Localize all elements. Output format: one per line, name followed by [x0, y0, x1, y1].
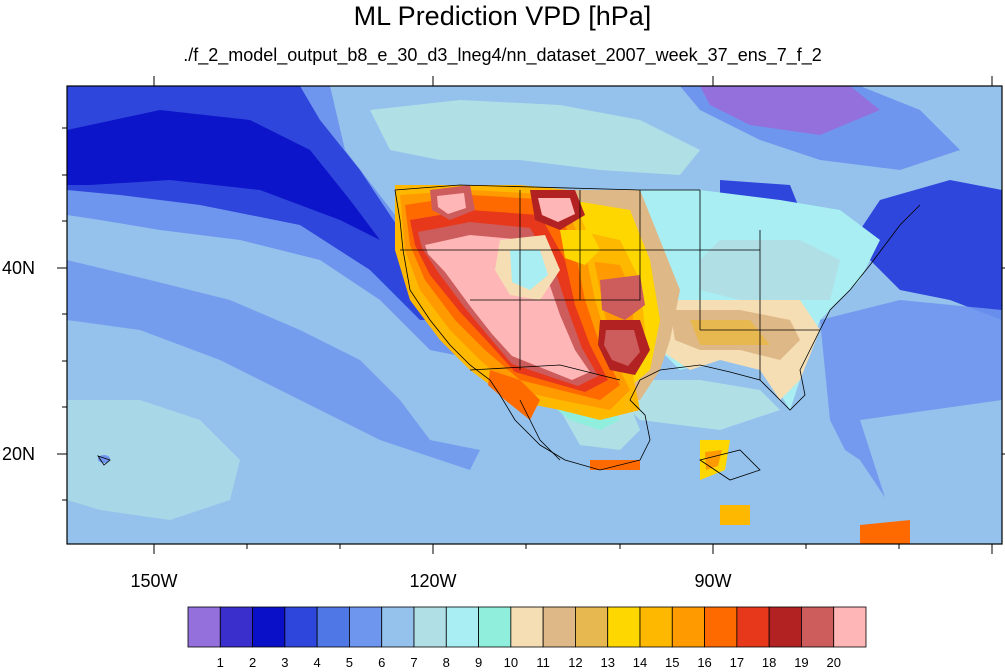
- colorbar-swatch: [252, 606, 286, 648]
- colorbar-swatch: [478, 606, 512, 648]
- colorbar-swatch: [671, 606, 705, 648]
- colorbar-swatch: [349, 606, 383, 648]
- colorbar-swatch: [736, 606, 770, 648]
- map-subtitle: ./f_2_model_output_b8_e_30_d3_lneg4/nn_d…: [183, 45, 822, 65]
- colorbar-swatch: [381, 606, 415, 648]
- colorbar-swatch: [413, 606, 447, 648]
- colorbar-label: 4: [313, 655, 321, 670]
- colorbar-swatch: [510, 606, 544, 648]
- colorbar-label: 12: [568, 655, 583, 670]
- colorbar-label: 18: [761, 655, 777, 670]
- colorbar-swatch: [219, 606, 253, 648]
- colorbar-swatch: [316, 606, 350, 648]
- colorbar-swatch: [284, 606, 318, 648]
- colorbar-swatch: [542, 606, 576, 648]
- colorbar-label: 16: [697, 655, 712, 670]
- colorbar-label: 3: [281, 655, 289, 670]
- colorbar-swatch: [445, 606, 479, 648]
- colorbar: [187, 606, 867, 648]
- axis-ticks: [57, 76, 1005, 554]
- colorbar-label: 9: [474, 655, 483, 670]
- colorbar-swatch: [704, 606, 738, 648]
- x-tick-label: 150W: [130, 571, 178, 591]
- colorbar-label: 8: [442, 655, 450, 670]
- colorbar-label: 6: [378, 655, 386, 670]
- map-title: ML Prediction VPD [hPa]: [353, 1, 652, 31]
- coastlines: [97, 184, 921, 481]
- y-tick-label: 20N: [2, 444, 36, 464]
- colorbar-label: 13: [600, 655, 615, 670]
- map-frame: [66, 85, 1003, 545]
- colorbar-swatch: [575, 606, 609, 648]
- colorbar-label: 2: [248, 655, 257, 670]
- colorbar-swatch: [187, 606, 221, 648]
- colorbar-label: 14: [632, 655, 648, 670]
- y-tick-label: 40N: [2, 258, 36, 278]
- colorbar-label: 1: [216, 655, 224, 670]
- colorbar-label: 11: [536, 655, 550, 670]
- colorbar-swatch: [801, 606, 835, 648]
- map-field: [67, 86, 1002, 544]
- colorbar-label: 17: [729, 655, 745, 670]
- colorbar-label: 20: [826, 655, 841, 670]
- x-tick-label: 90W: [694, 571, 732, 591]
- x-tick-label: 120W: [409, 571, 457, 591]
- colorbar-swatch: [768, 606, 802, 648]
- colorbar-swatch: [607, 606, 641, 648]
- colorbar-label: 10: [503, 655, 519, 670]
- colorbar-label: 19: [794, 655, 809, 670]
- colorbar-swatch: [639, 606, 673, 648]
- colorbar-label: 7: [410, 655, 418, 670]
- colorbar-swatch: [833, 606, 867, 648]
- colorbar-label: 15: [665, 655, 680, 670]
- colorbar-label: 5: [345, 655, 354, 670]
